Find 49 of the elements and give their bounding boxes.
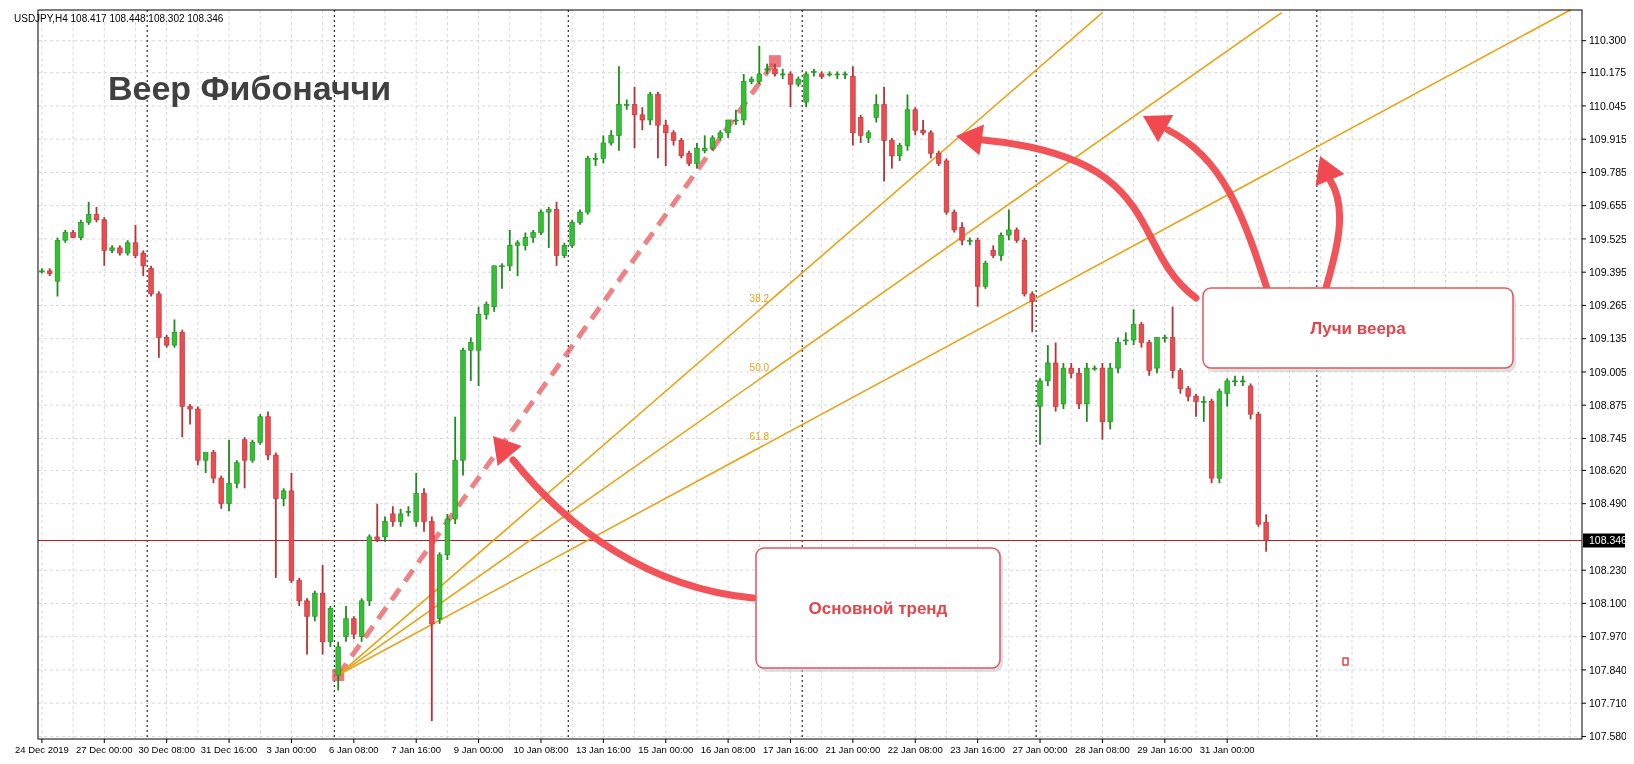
text: Веер Фибоначчи bbox=[108, 69, 392, 107]
y-tick-label: 109.265 bbox=[1589, 299, 1628, 312]
y-tick-label: 109.525 bbox=[1589, 232, 1628, 245]
y-tick-label: 110.045 bbox=[1589, 99, 1627, 112]
x-tick-label: 17 Jan 16:00 bbox=[763, 744, 818, 755]
y-tick-label: 108.100 bbox=[1589, 597, 1628, 610]
y-tick-label: 109.655 bbox=[1589, 199, 1628, 212]
y-tick-label: 108.230 bbox=[1589, 563, 1628, 576]
y-tick-label: 107.840 bbox=[1589, 663, 1628, 676]
x-tick-label: 30 Dec 08:00 bbox=[138, 744, 195, 755]
x-tick-label: 29 Jan 16:00 bbox=[1137, 744, 1193, 755]
x-tick-label: 24 Dec 2019 bbox=[14, 744, 69, 755]
series-label: 38.2 bbox=[749, 293, 770, 304]
y-tick-label: 109.395 bbox=[1589, 265, 1628, 278]
x-tick-label: 27 Jan 00:00 bbox=[1012, 744, 1068, 755]
x-tick-label: 23 Jan 16:00 bbox=[950, 744, 1006, 755]
y-tick-label: 107.970 bbox=[1589, 630, 1628, 643]
x-tick-label: 7 Jan 16:00 bbox=[391, 744, 442, 755]
x-tick-label: 10 Jan 08:00 bbox=[513, 744, 569, 755]
x-tick-label: 27 Dec 00:00 bbox=[76, 744, 133, 755]
x-tick-label: 16 Jan 08:00 bbox=[700, 744, 756, 755]
x-tick-label: 21 Jan 00:00 bbox=[825, 744, 881, 755]
x-tick-label: 9 Jan 00:00 bbox=[453, 744, 504, 755]
y-tick-label: 108.620 bbox=[1589, 464, 1628, 477]
chart-subtitle: USDJPY,H4 108.417 108.448 108.302 108.346 bbox=[14, 13, 224, 24]
x-tick-label: 22 Jan 08:00 bbox=[887, 744, 943, 755]
x-tick-label: 28 Jan 08:00 bbox=[1074, 744, 1130, 755]
x-tick-label: 3 Jan 00:00 bbox=[266, 744, 317, 755]
y-tick-label: 109.915 bbox=[1589, 132, 1628, 145]
y-tick-label: 108.745 bbox=[1589, 432, 1628, 445]
y-tick-label: 107.580 bbox=[1589, 730, 1628, 743]
ref-line-label: 108.346 bbox=[1589, 534, 1628, 547]
y-tick-label: 110.175 bbox=[1589, 66, 1627, 79]
x-tick-label: 31 Jan 00:00 bbox=[1199, 744, 1255, 755]
x-tick-label: 13 Jan 16:00 bbox=[575, 744, 631, 755]
x-tick-label: 6 Jan 08:00 bbox=[328, 744, 379, 755]
y-tick-label: 108.875 bbox=[1589, 398, 1628, 411]
annotation: Лучи веера bbox=[1310, 318, 1407, 338]
x-tick-label: 15 Jan 00:00 bbox=[638, 744, 694, 755]
series-label: 50.0 bbox=[749, 362, 770, 374]
series-label: 61.8 bbox=[749, 430, 770, 442]
x-tick-label: 31 Dec 16:00 bbox=[200, 744, 258, 755]
y-tick-label: 108.490 bbox=[1589, 497, 1628, 510]
y-tick-label: 107.710 bbox=[1589, 696, 1628, 709]
y-tick-label: 109.785 bbox=[1589, 166, 1628, 179]
y-tick-label: 109.135 bbox=[1589, 332, 1628, 345]
annotation: Основной тренд bbox=[808, 598, 948, 618]
y-tick-label: 109.005 bbox=[1589, 365, 1628, 378]
y-tick-label: 110.300 bbox=[1589, 34, 1627, 47]
